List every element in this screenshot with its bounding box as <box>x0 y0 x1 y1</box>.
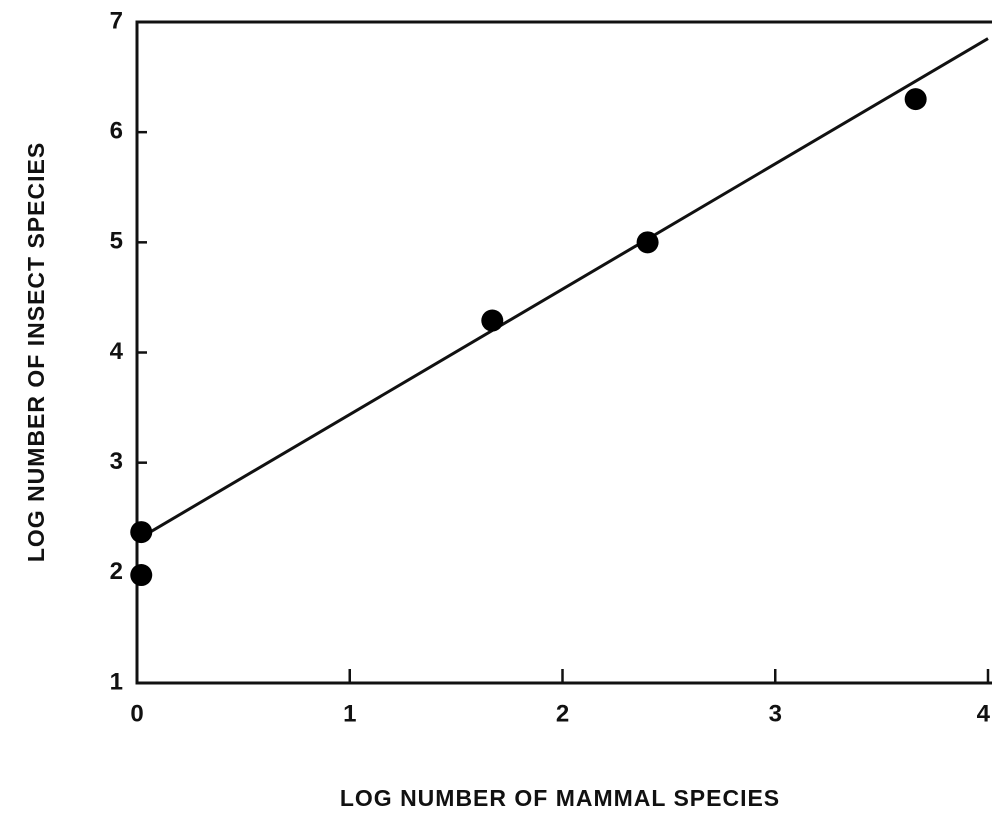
y-tick-label: 6 <box>110 118 123 145</box>
y-tick-label: 1 <box>110 668 123 695</box>
x-tick-label: 1 <box>343 700 356 727</box>
y-tick-label: 5 <box>110 228 123 255</box>
data-point <box>130 521 153 544</box>
data-point <box>904 88 927 111</box>
x-tick-label: 0 <box>130 700 143 727</box>
data-point <box>481 309 504 332</box>
data-point <box>130 564 153 587</box>
data-point <box>636 231 659 254</box>
y-tick-label: 2 <box>110 558 123 585</box>
x-tick-label: 4 <box>977 700 991 727</box>
y-tick-label: 3 <box>110 448 123 475</box>
x-axis-title: LOG NUMBER OF MAMMAL SPECIES <box>340 785 780 811</box>
y-tick-label: 4 <box>110 338 124 365</box>
fit-line <box>136 37 989 542</box>
plot-frame <box>135 20 992 685</box>
x-tick-label: 3 <box>769 700 782 727</box>
y-tick-label: 7 <box>110 7 123 34</box>
y-axis-title: LOG NUMBER OF INSECT SPECIES <box>23 142 49 562</box>
x-tick-label: 2 <box>556 700 569 727</box>
